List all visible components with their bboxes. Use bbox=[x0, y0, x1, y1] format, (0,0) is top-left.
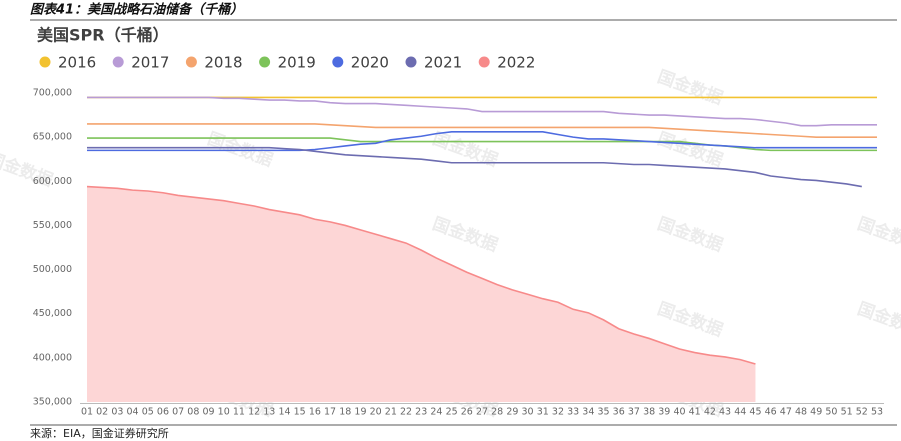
watermark: 国金数据 bbox=[430, 128, 501, 171]
x-tick-label: 21 bbox=[385, 407, 397, 418]
x-tick-label: 20 bbox=[370, 407, 382, 418]
x-tick-label: 36 bbox=[613, 407, 625, 418]
watermark: 国金数据 bbox=[655, 298, 726, 341]
x-tick-label: 52 bbox=[856, 407, 868, 418]
legend-swatch bbox=[112, 56, 124, 68]
x-tick-label: 28 bbox=[491, 407, 503, 418]
x-tick-label: 35 bbox=[597, 407, 609, 418]
series-line bbox=[86, 185, 756, 365]
x-tick-label: 24 bbox=[430, 407, 442, 418]
x-tick-label: 27 bbox=[476, 407, 488, 418]
y-tick-label: 450,000 bbox=[33, 308, 72, 319]
series-line bbox=[87, 131, 877, 152]
caption: 图表41：美国战略石油储备（千桶） bbox=[30, 2, 243, 18]
watermark: 国金数据 bbox=[855, 213, 901, 256]
x-tick-label: 08 bbox=[187, 407, 199, 418]
series-line bbox=[87, 146, 862, 188]
x-tick-label: 42 bbox=[704, 407, 716, 418]
x-tick-label: 26 bbox=[461, 407, 473, 418]
legend-swatch bbox=[405, 56, 417, 68]
y-tick-label: 500,000 bbox=[33, 264, 72, 275]
x-tick-label: 40 bbox=[673, 407, 685, 418]
legend-swatch bbox=[259, 56, 271, 68]
series-line bbox=[87, 137, 877, 152]
chart-title: 美国SPR（千桶） bbox=[37, 26, 169, 45]
legend-label: 2017 bbox=[131, 54, 169, 72]
x-tick-label: 11 bbox=[233, 407, 245, 418]
x-tick-label: 29 bbox=[506, 407, 518, 418]
x-tick-label: 14 bbox=[278, 407, 290, 418]
x-tick-label: 49 bbox=[810, 407, 822, 418]
x-tick-label: 31 bbox=[537, 407, 549, 418]
x-tick-label: 16 bbox=[309, 407, 321, 418]
x-tick-label: 37 bbox=[628, 407, 640, 418]
x-tick-label: 13 bbox=[263, 407, 275, 418]
x-tick-label: 32 bbox=[552, 407, 564, 418]
x-tick-label: 06 bbox=[157, 407, 169, 418]
x-tick-label: 17 bbox=[324, 407, 336, 418]
watermark: 国金数据 bbox=[655, 128, 726, 171]
source: 来源：EIA，国金证券研究所 bbox=[30, 426, 169, 440]
x-tick-label: 15 bbox=[294, 407, 306, 418]
watermark: 国金数据 bbox=[855, 298, 901, 341]
x-tick-label: 47 bbox=[780, 407, 792, 418]
x-tick-label: 03 bbox=[111, 407, 123, 418]
x-tick-label: 19 bbox=[354, 407, 366, 418]
legend-label: 2020 bbox=[351, 54, 389, 72]
x-tick-label: 33 bbox=[567, 407, 579, 418]
x-tick-label: 41 bbox=[689, 407, 701, 418]
x-tick-label: 07 bbox=[172, 407, 184, 418]
legend-label: 2018 bbox=[204, 54, 242, 72]
x-tick-label: 22 bbox=[400, 407, 412, 418]
x-tick-label: 48 bbox=[795, 407, 807, 418]
y-tick-label: 650,000 bbox=[33, 132, 72, 143]
legend-label: 2022 bbox=[497, 54, 535, 72]
legend-label: 2016 bbox=[58, 54, 96, 72]
watermark: 国金数据 bbox=[205, 128, 276, 171]
x-tick-label: 05 bbox=[142, 407, 154, 418]
legend-swatch bbox=[332, 56, 344, 68]
legend-swatch bbox=[39, 56, 51, 68]
x-tick-label: 18 bbox=[339, 407, 351, 418]
watermark: 国金数据 bbox=[655, 213, 726, 256]
legend-label: 2019 bbox=[278, 54, 316, 72]
y-tick-label: 700,000 bbox=[33, 88, 72, 99]
x-tick-label: 43 bbox=[719, 407, 731, 418]
x-tick-label: 38 bbox=[643, 407, 655, 418]
x-tick-label: 39 bbox=[658, 407, 670, 418]
watermark: 国金数据 bbox=[655, 66, 726, 109]
series-line bbox=[87, 123, 877, 138]
x-tick-label: 50 bbox=[825, 407, 837, 418]
x-tick-label: 02 bbox=[96, 407, 108, 418]
y-tick-label: 400,000 bbox=[33, 352, 72, 363]
x-tick-label: 30 bbox=[522, 407, 534, 418]
x-tick-label: 51 bbox=[841, 407, 853, 418]
x-tick-label: 01 bbox=[81, 407, 93, 418]
watermark: 国金数据 bbox=[430, 213, 501, 256]
x-tick-label: 12 bbox=[248, 407, 260, 418]
series-line bbox=[87, 96, 877, 127]
legend-swatch bbox=[185, 56, 197, 68]
x-tick-label: 44 bbox=[734, 407, 746, 418]
x-tick-label: 34 bbox=[582, 407, 594, 418]
y-tick-label: 600,000 bbox=[33, 176, 72, 187]
x-tick-label: 25 bbox=[446, 407, 458, 418]
x-tick-label: 04 bbox=[127, 407, 139, 418]
legend-label: 2021 bbox=[424, 54, 462, 72]
x-tick-label: 45 bbox=[749, 407, 761, 418]
x-tick-label: 09 bbox=[202, 407, 214, 418]
y-tick-label: 550,000 bbox=[33, 220, 72, 231]
area-fill bbox=[87, 186, 756, 402]
y-tick-label: 350,000 bbox=[33, 397, 72, 408]
x-tick-label: 53 bbox=[871, 407, 883, 418]
x-tick-label: 10 bbox=[218, 407, 230, 418]
x-tick-label: 46 bbox=[765, 407, 777, 418]
x-tick-label: 23 bbox=[415, 407, 427, 418]
legend-swatch bbox=[478, 56, 490, 68]
